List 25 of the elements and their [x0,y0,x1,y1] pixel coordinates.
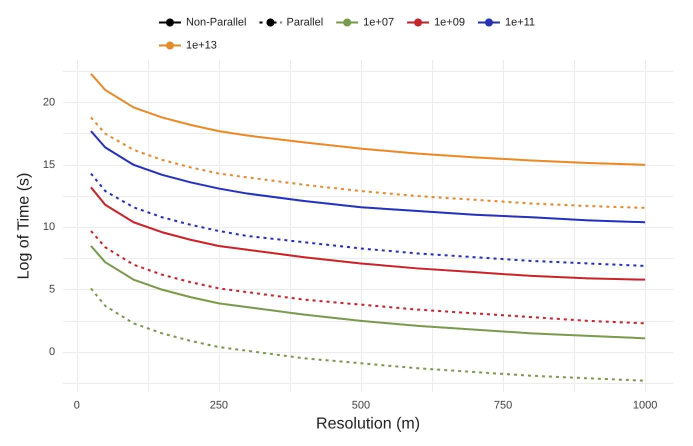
x-tick-label: 750 [494,400,512,412]
y-axis-title: Log of Time (s) [16,172,32,280]
y-tick-label: 20 [42,96,56,108]
line-series [90,186,646,281]
legend-label: Parallel [286,16,324,28]
y-tick-label: 15 [42,158,56,171]
y-tick-label: 5 [49,284,56,296]
legend-label: 1e+11 [504,16,536,28]
line-series [90,230,646,324]
x-tick-label: 250 [210,400,228,412]
line-series [90,130,646,224]
legend-label: 1e+07 [363,16,394,28]
x-tick-label: 0 [74,400,80,412]
legend-label: Non-Parallel [186,16,246,28]
y-tick-label: 0 [49,346,56,358]
line-series [90,72,646,166]
line-series [90,244,646,340]
x-tick-label: 500 [352,400,370,412]
y-tick-label: 10 [42,221,56,234]
legend-label: 1e+13 [186,40,217,52]
line-series [90,116,646,209]
x-axis-title: Resolution (m) [316,416,420,432]
line-series [90,172,646,267]
x-tick-label: 1000 [632,400,658,412]
legend-label: 1e+09 [434,16,465,28]
